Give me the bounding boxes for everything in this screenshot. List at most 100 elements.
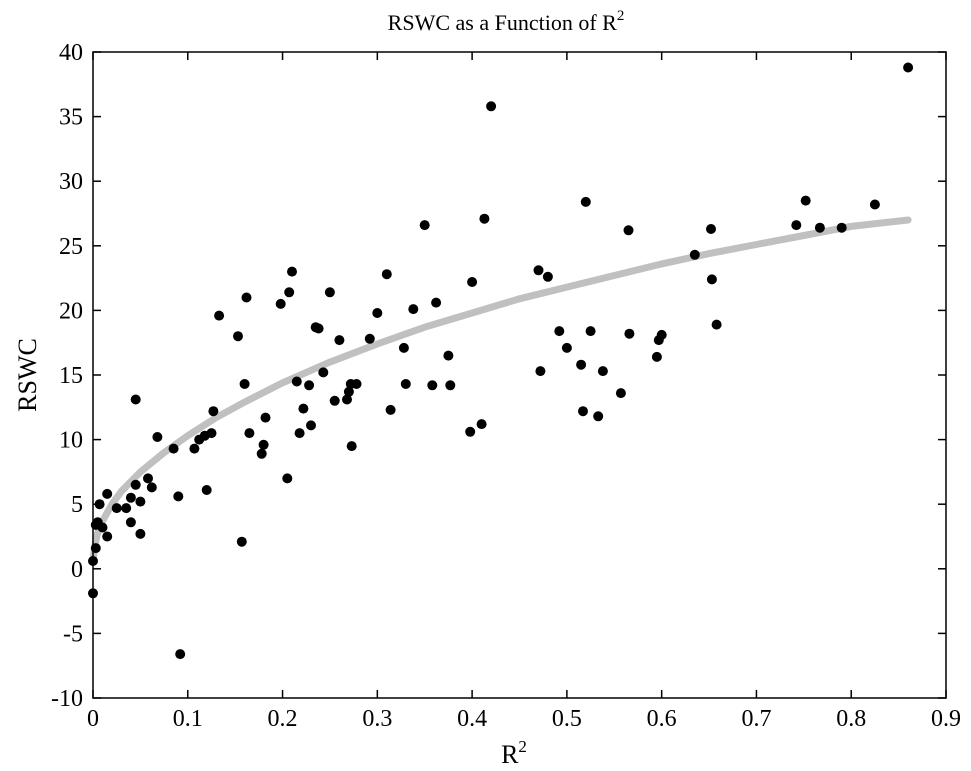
data-point: [651, 351, 662, 362]
data-point: [135, 528, 146, 539]
data-point: [533, 265, 544, 276]
x-tick-label: 0.6: [647, 706, 677, 732]
data-point: [173, 491, 184, 502]
data-point: [465, 426, 476, 437]
y-tick-label: 10: [59, 428, 83, 454]
chart-title-superscript: 2: [617, 8, 625, 24]
data-point: [282, 473, 293, 484]
data-point: [304, 380, 315, 391]
data-point: [233, 331, 243, 342]
y-tick-label: 25: [59, 234, 83, 260]
data-point: [711, 319, 722, 330]
data-point: [97, 522, 108, 533]
data-point: [561, 342, 572, 353]
data-point: [381, 269, 392, 280]
data-point: [260, 412, 271, 423]
data-point: [869, 199, 880, 210]
x-axis-label-superscript: 2: [518, 737, 527, 756]
x-tick-label: 0.4: [457, 706, 487, 732]
data-point: [479, 213, 490, 224]
data-point: [102, 531, 113, 542]
data-point: [189, 443, 200, 454]
data-point: [535, 366, 546, 377]
data-point: [298, 403, 309, 414]
data-point: [597, 366, 608, 377]
data-point: [214, 310, 225, 321]
data-point: [294, 428, 305, 439]
data-point: [111, 503, 122, 514]
data-point: [324, 287, 335, 298]
data-point: [800, 195, 811, 206]
x-tick-label: 0.1: [173, 706, 203, 732]
y-tick-label: 35: [59, 105, 83, 131]
data-point: [125, 517, 136, 528]
data-point: [814, 222, 825, 233]
data-point: [239, 379, 250, 389]
y-tick-label: 15: [59, 363, 83, 389]
data-point: [130, 479, 141, 490]
data-point: [291, 376, 302, 387]
data-point: [385, 404, 396, 415]
x-tick-label: 0.9: [931, 706, 961, 732]
x-tick-label: 0.7: [741, 706, 771, 732]
data-point: [427, 380, 438, 391]
data-point: [836, 222, 847, 233]
data-point: [593, 411, 604, 422]
data-point: [168, 443, 179, 454]
chart-title: RSWC as a Function of R2: [388, 8, 625, 35]
y-axis-label: RSWC: [13, 338, 42, 412]
x-tick-label: 0: [87, 706, 99, 732]
data-point: [201, 485, 212, 495]
data-points-layer: [88, 62, 914, 660]
data-point: [615, 388, 626, 399]
data-point: [287, 266, 297, 277]
data-point: [576, 359, 587, 370]
data-point: [318, 367, 329, 378]
data-point: [903, 62, 914, 73]
fit-curve: [90, 216, 912, 561]
data-point: [445, 380, 456, 391]
data-point: [578, 406, 588, 417]
data-point: [486, 101, 497, 112]
y-tick-label: 30: [59, 169, 83, 195]
y-axis-ticks: -10 -5 0 5 10 15 20 25 30 35 40: [51, 40, 946, 712]
data-point: [476, 419, 487, 430]
data-point: [580, 196, 591, 207]
data-point: [364, 333, 375, 344]
data-point: [241, 292, 252, 303]
fit-curve-layer: [90, 216, 912, 561]
data-point: [244, 428, 255, 439]
data-point: [256, 448, 267, 459]
y-tick-label: 0: [71, 557, 83, 583]
x-axis-label: R2: [501, 737, 527, 769]
data-point: [125, 492, 136, 503]
data-point: [431, 297, 442, 308]
data-point: [175, 649, 186, 660]
data-point: [102, 488, 113, 499]
data-point: [467, 277, 478, 287]
data-point: [135, 496, 146, 507]
data-point: [258, 439, 269, 450]
data-point: [585, 326, 596, 337]
data-point: [656, 329, 667, 340]
data-point: [236, 536, 247, 547]
data-point: [152, 432, 163, 442]
data-point: [398, 342, 409, 353]
data-point: [130, 394, 141, 405]
data-point: [706, 224, 716, 234]
data-point: [121, 503, 132, 514]
data-point: [624, 328, 635, 339]
data-point: [343, 386, 354, 397]
data-point: [143, 473, 153, 484]
x-axis-ticks: 0 0.1 0.2 0.3 0.4 0.5 0.6 0.7 0.8 0.9: [87, 52, 961, 732]
data-point: [346, 441, 357, 452]
data-point: [623, 225, 634, 236]
x-tick-label: 0.3: [362, 706, 392, 732]
data-point: [306, 420, 316, 431]
data-point: [400, 379, 411, 389]
data-point: [284, 287, 295, 298]
y-tick-label: -5: [63, 621, 83, 647]
y-tick-label: 40: [59, 40, 83, 66]
data-point: [146, 482, 157, 493]
